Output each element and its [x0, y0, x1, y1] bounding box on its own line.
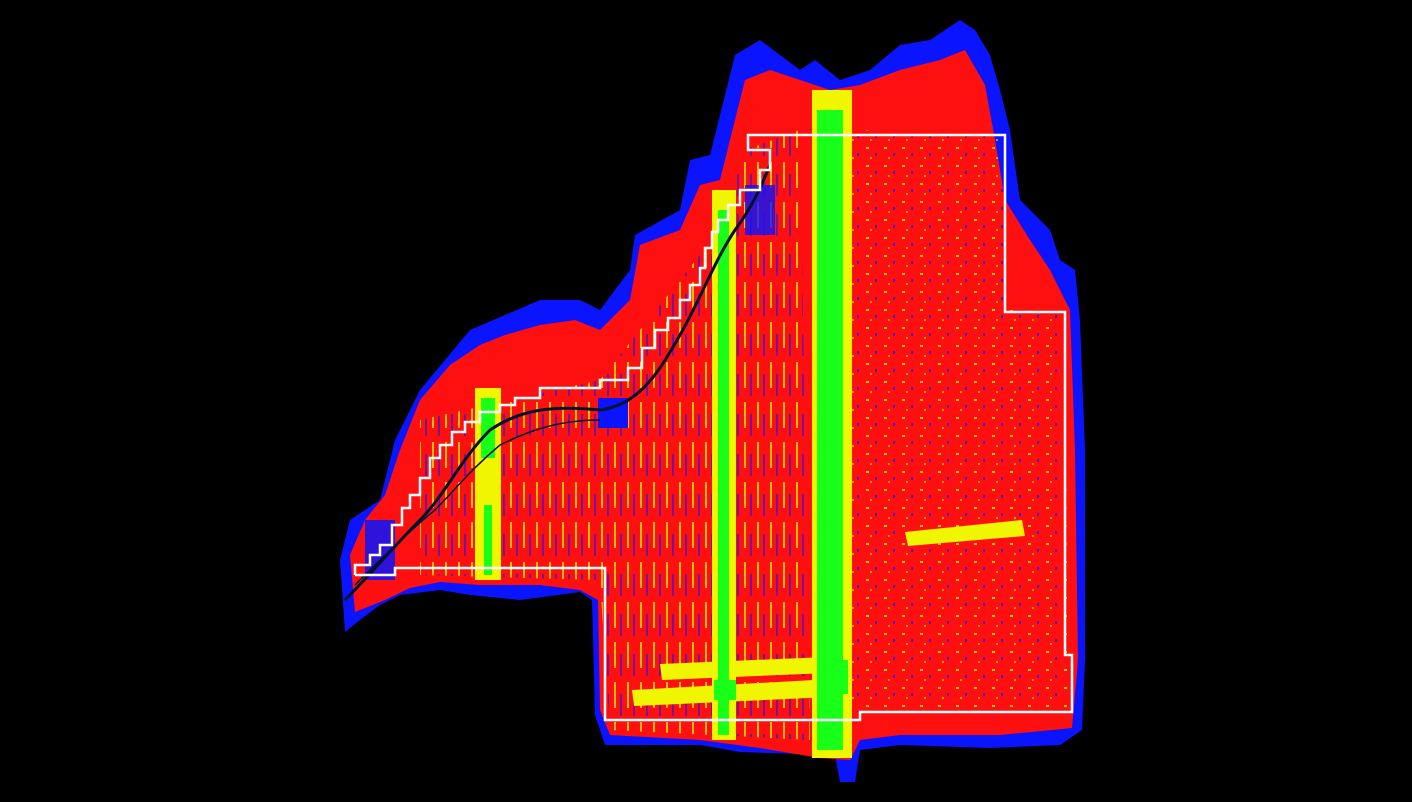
river-bank	[354, 419, 601, 586]
boundary-layer	[353, 133, 1074, 722]
river-centerline	[343, 164, 772, 602]
survey-speckle-texture	[850, 130, 1068, 712]
project-boundary	[353, 133, 1074, 722]
overlap-high-layer	[481, 110, 848, 750]
high-overlap-west-lower	[484, 505, 492, 575]
overlap-crossline-east	[905, 520, 1025, 546]
overlap-crossline-south-1	[660, 656, 852, 680]
high-overlap-junction-2	[820, 660, 848, 694]
high-overlap-junction-1	[714, 680, 736, 700]
river-layer	[343, 164, 772, 602]
overlap-crossline-south-2	[632, 678, 852, 706]
high-overlap-center	[718, 210, 729, 735]
low-coverage-patches	[365, 185, 775, 580]
high-overlap-east	[817, 110, 843, 750]
